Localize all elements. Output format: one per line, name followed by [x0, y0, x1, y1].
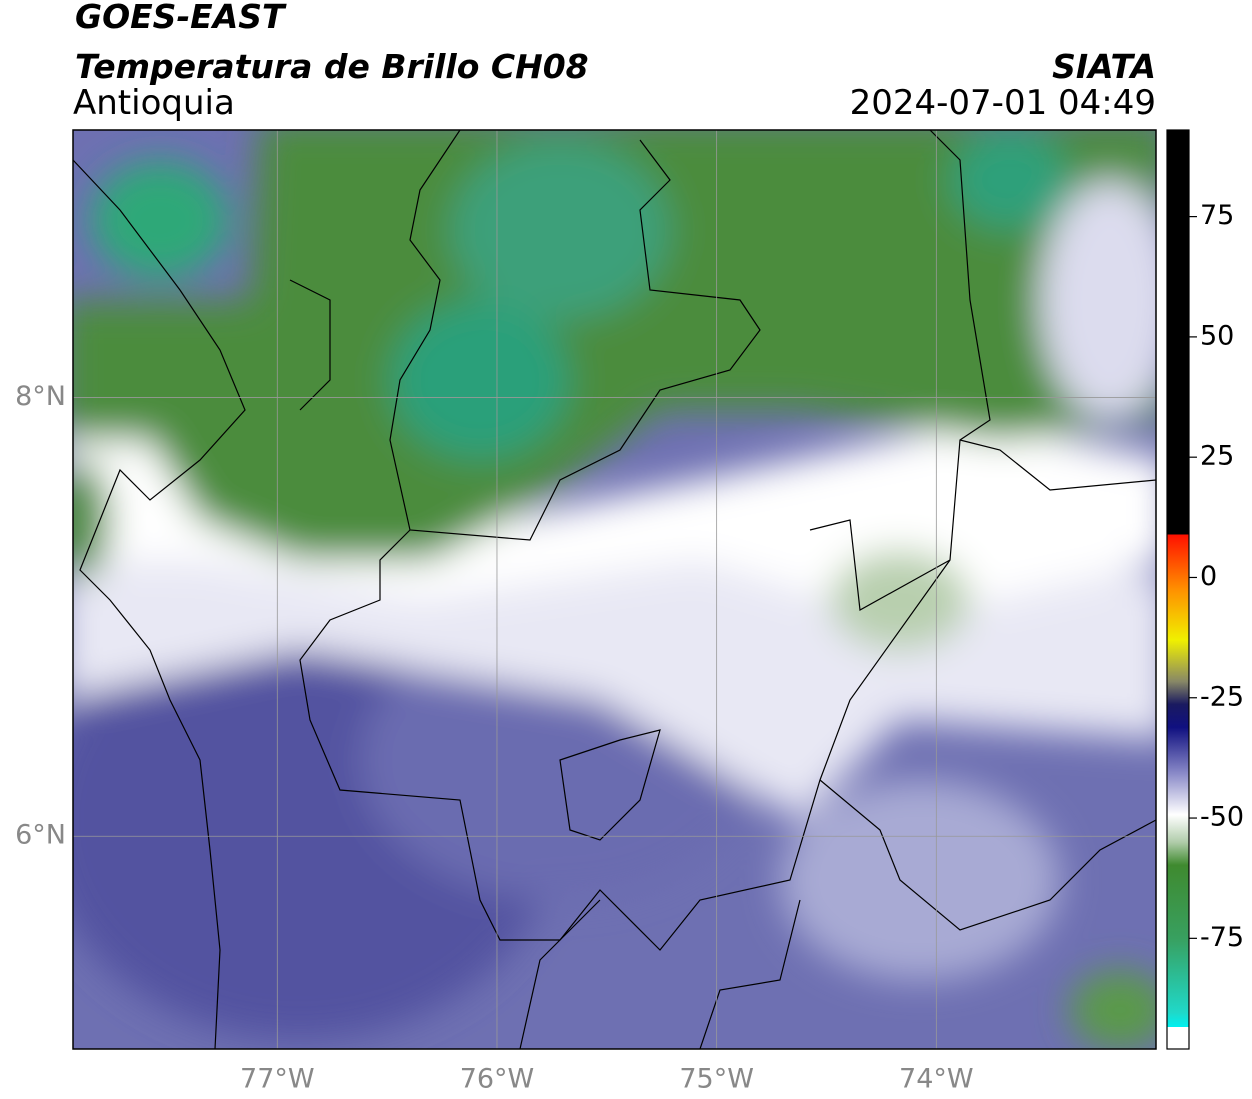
lat-tick-label: 6°N: [15, 820, 66, 851]
gridlines: [73, 130, 1156, 1049]
colorbar-tick-label: 75: [1200, 200, 1234, 231]
colorbar-tick-label: 0: [1200, 561, 1217, 592]
colorbar-tick-label: -25: [1200, 681, 1244, 712]
lon-tick-label: 74°W: [899, 1064, 974, 1095]
lat-tick-label: 8°N: [15, 381, 66, 412]
title: GOES-EAST: [75, 0, 287, 36]
ticks: 77°W 76°W 75°W 74°W 8°N 6°N 75 50 25 0 -25 -50 -75: [15, 200, 1244, 1094]
boundaries: [73, 130, 1156, 1049]
datetime: 2024-07-01 04:49: [850, 83, 1156, 123]
lon-tick-label: 76°W: [460, 1064, 535, 1095]
colorbar-tick-label: -50: [1200, 802, 1244, 833]
colorbar-tick-label: -75: [1200, 922, 1244, 953]
colorbar: [1166, 129, 1190, 1050]
subtitle: Temperatura de Brillo CH08: [75, 47, 589, 86]
colorbar-tick-label: 25: [1200, 441, 1234, 472]
lon-tick-label: 75°W: [679, 1064, 754, 1095]
source: SIATA: [1052, 47, 1156, 86]
lon-tick-label: 77°W: [240, 1064, 315, 1095]
colorbar-tick-label: 50: [1200, 320, 1234, 351]
map-frame: [72, 129, 1157, 1050]
region: Antioquia: [73, 83, 235, 123]
satellite-image: [73, 130, 1156, 1049]
